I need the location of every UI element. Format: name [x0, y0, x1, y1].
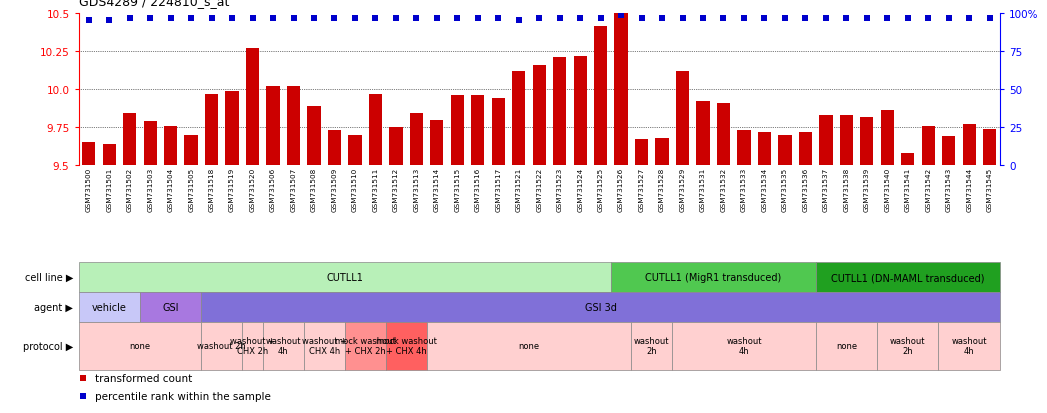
Bar [389, 128, 402, 166]
Text: mock washout
+ CHX 4h: mock washout + CHX 4h [376, 337, 437, 355]
Bar [610, 263, 816, 292]
Text: washout +
CHX 4h: washout + CHX 4h [302, 337, 347, 355]
Bar [450, 96, 464, 166]
Bar [758, 132, 771, 166]
Bar [942, 137, 955, 166]
Text: washout
2h: washout 2h [634, 337, 670, 355]
Bar [201, 292, 1000, 322]
Bar [696, 102, 710, 166]
Bar [631, 322, 672, 370]
Bar [471, 96, 485, 166]
Bar [962, 125, 976, 166]
Bar [512, 72, 526, 166]
Text: GSI 3d: GSI 3d [584, 302, 617, 312]
Bar [816, 322, 877, 370]
Bar [655, 138, 669, 166]
Bar [385, 322, 426, 370]
Bar [574, 57, 586, 166]
Bar [938, 322, 1000, 370]
Bar [242, 322, 263, 370]
Bar [225, 92, 239, 166]
Bar [840, 116, 853, 166]
Bar [430, 120, 444, 166]
Bar [82, 143, 95, 166]
Bar [553, 58, 566, 166]
Bar [369, 95, 382, 166]
Bar [737, 131, 751, 166]
Text: none: none [518, 342, 539, 350]
Bar [205, 95, 218, 166]
Bar [881, 111, 894, 166]
Text: GSI: GSI [162, 302, 179, 312]
Text: agent ▶: agent ▶ [35, 302, 73, 312]
Bar [615, 12, 628, 166]
Bar [717, 104, 730, 166]
Text: GDS4289 / 224810_s_at: GDS4289 / 224810_s_at [79, 0, 229, 8]
Bar [349, 135, 361, 166]
Text: vehicle: vehicle [92, 302, 127, 312]
Text: washout
4h: washout 4h [727, 337, 762, 355]
Bar [308, 107, 320, 166]
Bar [634, 140, 648, 166]
Text: none: none [130, 342, 151, 350]
Bar [672, 322, 816, 370]
Bar [263, 322, 304, 370]
Bar [983, 129, 997, 166]
Bar [79, 322, 201, 370]
Bar [246, 49, 260, 166]
Bar [426, 322, 631, 370]
Bar [140, 292, 201, 322]
Bar [201, 322, 242, 370]
Text: none: none [836, 342, 856, 350]
Text: washout 2h: washout 2h [198, 342, 246, 350]
Text: transformed count: transformed count [95, 373, 193, 383]
Bar [901, 154, 914, 166]
Bar [184, 135, 198, 166]
Bar [816, 263, 1000, 292]
Bar [328, 131, 341, 166]
Bar [79, 263, 610, 292]
Bar [861, 117, 873, 166]
Bar [921, 126, 935, 166]
Bar [124, 114, 136, 166]
Bar [533, 66, 545, 166]
Bar [799, 132, 812, 166]
Bar [164, 126, 177, 166]
Bar [143, 122, 157, 166]
Bar [287, 87, 300, 166]
Text: washout
4h: washout 4h [266, 337, 302, 355]
Bar [266, 87, 280, 166]
Text: CUTLL1: CUTLL1 [327, 273, 363, 282]
Text: CUTLL1 (DN-MAML transduced): CUTLL1 (DN-MAML transduced) [831, 273, 984, 282]
Bar [594, 26, 607, 166]
Bar [778, 135, 792, 166]
Bar [103, 145, 116, 166]
Bar [492, 99, 505, 166]
Text: washout +
CHX 2h: washout + CHX 2h [230, 337, 275, 355]
Text: washout
4h: washout 4h [952, 337, 987, 355]
Bar [819, 116, 832, 166]
Bar [409, 114, 423, 166]
Text: percentile rank within the sample: percentile rank within the sample [95, 391, 271, 401]
Text: protocol ▶: protocol ▶ [23, 341, 73, 351]
Bar [344, 322, 385, 370]
Bar [676, 72, 689, 166]
Text: washout
2h: washout 2h [890, 337, 926, 355]
Bar [79, 292, 140, 322]
Bar [304, 322, 344, 370]
Bar [877, 322, 938, 370]
Text: CUTLL1 (MigR1 transduced): CUTLL1 (MigR1 transduced) [645, 273, 781, 282]
Text: cell line ▶: cell line ▶ [25, 273, 73, 282]
Text: mock washout
+ CHX 2h: mock washout + CHX 2h [335, 337, 396, 355]
